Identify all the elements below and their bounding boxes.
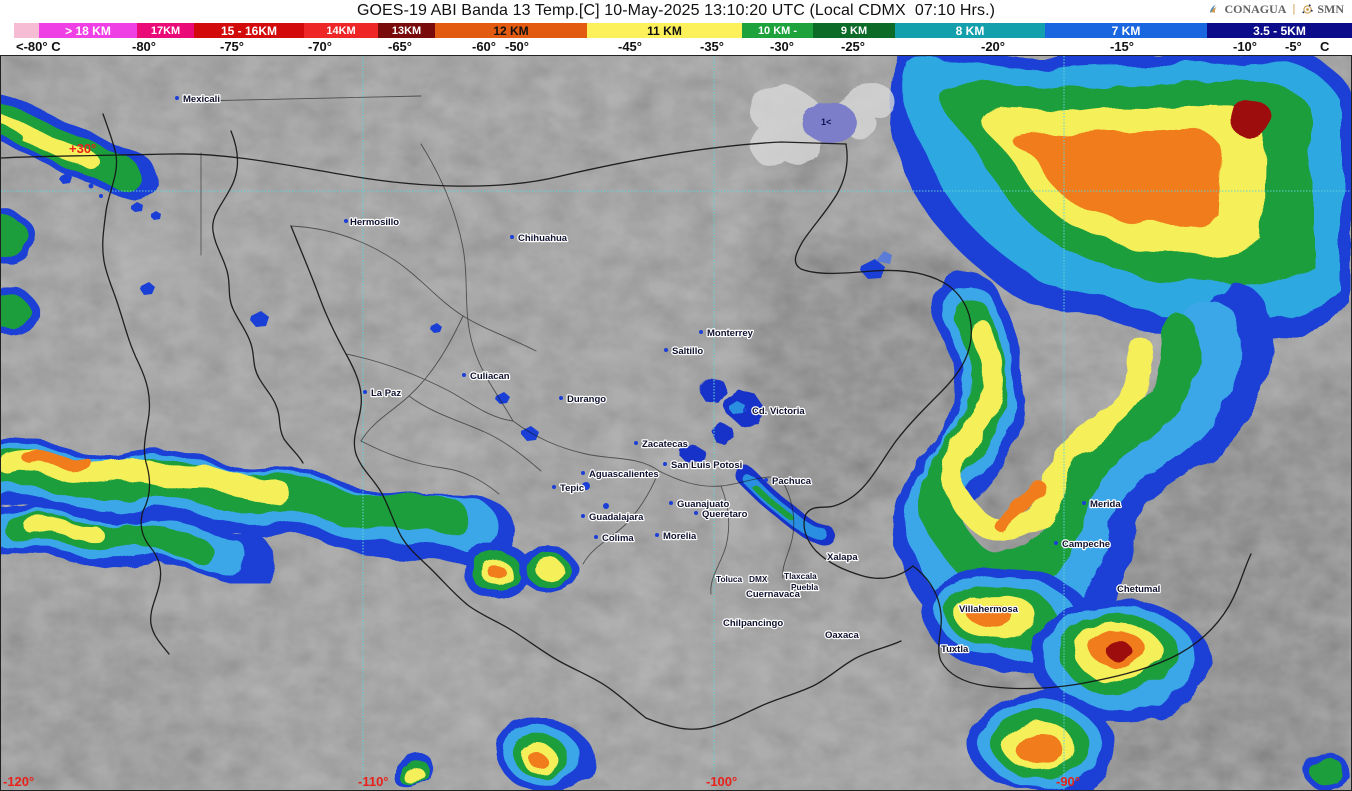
svg-text:Tlaxcala: Tlaxcala: [784, 571, 817, 581]
svg-text:Aguascalientes: Aguascalientes: [589, 469, 659, 480]
svg-text:Zacatecas: Zacatecas: [642, 439, 688, 450]
svg-text:Cd. Victoria: Cd. Victoria: [752, 406, 805, 417]
svg-text:Campeche: Campeche: [1062, 539, 1110, 550]
svg-text:DMX: DMX: [749, 574, 768, 584]
svg-text:Tuxtla: Tuxtla: [941, 644, 969, 655]
svg-text:Saltillo: Saltillo: [672, 346, 703, 357]
svg-text:Toluca: Toluca: [716, 574, 743, 584]
svg-text:+30°: +30°: [69, 141, 96, 156]
svg-text:Pachuca: Pachuca: [772, 476, 812, 487]
svg-text:Villahermosa: Villahermosa: [959, 604, 1019, 615]
svg-text:-90°: -90°: [1056, 774, 1080, 789]
svg-text:Guadalajara: Guadalajara: [589, 512, 644, 523]
svg-text:Colima: Colima: [602, 533, 634, 544]
svg-text:Cuernavaca: Cuernavaca: [746, 589, 801, 600]
svg-text:-110°: -110°: [358, 774, 389, 789]
svg-text:Monterrey: Monterrey: [707, 328, 754, 339]
svg-text:Mexicali: Mexicali: [183, 94, 220, 105]
svg-text:-120°: -120°: [3, 774, 34, 789]
svg-text:Hermosillo: Hermosillo: [350, 217, 399, 228]
svg-text:Xalapa: Xalapa: [827, 552, 858, 563]
svg-text:Durango: Durango: [567, 394, 606, 405]
svg-text:Queretaro: Queretaro: [702, 509, 748, 520]
svg-text:Oaxaca: Oaxaca: [825, 630, 860, 641]
svg-text:Chilpancingo: Chilpancingo: [723, 618, 783, 629]
svg-text:Culiacan: Culiacan: [470, 371, 510, 382]
svg-text:La Paz: La Paz: [371, 388, 401, 399]
svg-text:1<: 1<: [821, 117, 831, 127]
svg-text:Chetumal: Chetumal: [1117, 584, 1160, 595]
svg-text:Tepic: Tepic: [560, 483, 584, 494]
svg-text:Morelia: Morelia: [663, 531, 697, 542]
svg-text:Chihuahua: Chihuahua: [518, 233, 568, 244]
svg-text:San Luis Potosi: San Luis Potosi: [671, 460, 742, 471]
svg-text:-100°: -100°: [706, 774, 737, 789]
svg-text:Merida: Merida: [1090, 499, 1121, 510]
